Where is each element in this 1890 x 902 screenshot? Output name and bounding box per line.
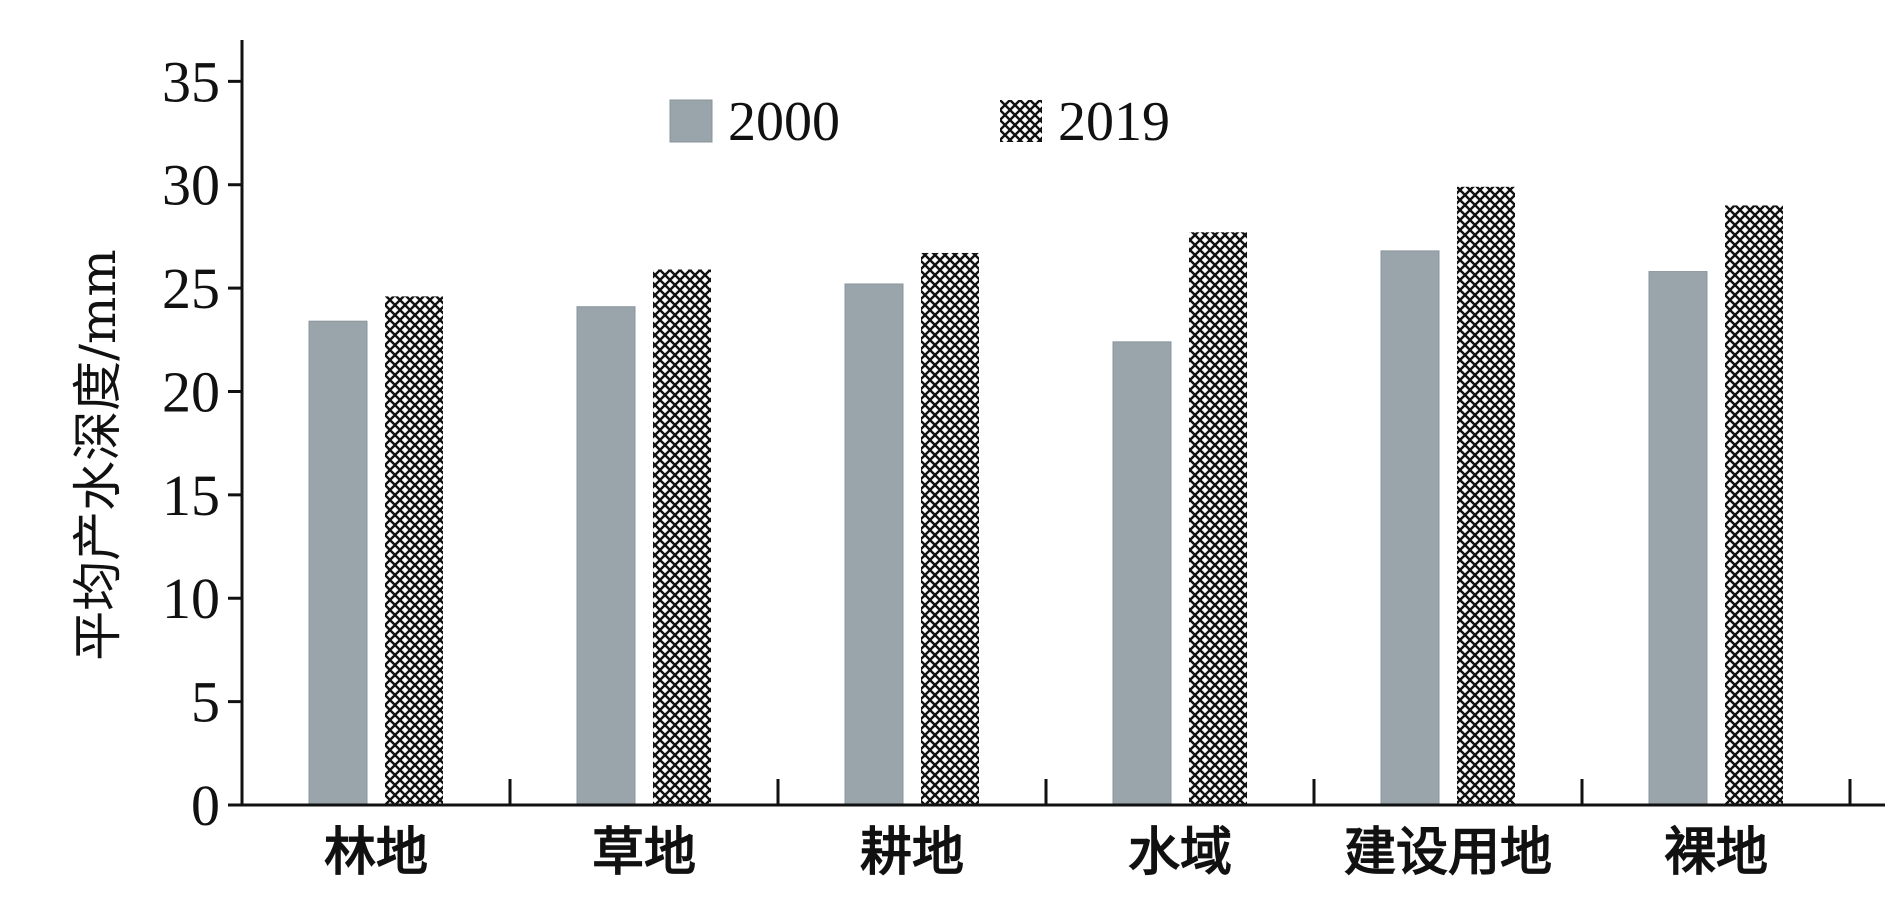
y-tick-label-5: 5 [191, 670, 220, 735]
category-label-耕地: 耕地 [860, 822, 964, 883]
legend-swatch-2019 [1000, 100, 1042, 142]
bar-2019-林地 [385, 296, 443, 805]
legend-swatch-2000 [669, 99, 713, 143]
category-labels: 林地 草地 耕地 水域 建设用地 裸地 [324, 822, 1768, 883]
bar-2019-裸地 [1725, 205, 1783, 806]
bar-2000-建设用地 [1380, 250, 1440, 806]
bar-2000-裸地 [1648, 271, 1708, 806]
x-axis-ticks [508, 779, 1852, 805]
category-label-裸地: 裸地 [1664, 822, 1768, 883]
category-label-水域: 水域 [1128, 822, 1232, 883]
category-label-建设用地: 建设用地 [1344, 822, 1552, 883]
legend: 2000 2019 [669, 91, 1170, 153]
bar-2000-林地 [308, 320, 368, 806]
bar-2000-水域 [1112, 341, 1172, 806]
bar-2019-草地 [653, 269, 711, 805]
bar-2019-建设用地 [1457, 186, 1515, 805]
y-tick-label-15: 15 [162, 463, 220, 528]
y-tick-label-0: 0 [191, 773, 220, 838]
legend-label-2000: 2000 [728, 91, 840, 153]
y-tick-label-35: 35 [162, 49, 220, 114]
bars [308, 186, 1783, 806]
y-tick-label-20: 20 [162, 359, 220, 424]
bar-2000-耕地 [844, 283, 904, 806]
y-tick-label-30: 30 [162, 153, 220, 218]
y-axis-label: 平均产水深度/mm [69, 249, 127, 661]
bar-2019-水域 [1189, 232, 1247, 805]
y-tick-label-25: 25 [162, 256, 220, 321]
bar-2000-草地 [576, 306, 636, 806]
category-label-草地: 草地 [592, 822, 696, 883]
legend-label-2019: 2019 [1058, 91, 1170, 153]
category-label-林地: 林地 [324, 822, 428, 883]
y-tick-label-10: 10 [162, 566, 220, 631]
y-axis-ticks: 0 5 10 15 20 25 30 35 [162, 49, 242, 838]
bar-2019-耕地 [921, 252, 979, 805]
